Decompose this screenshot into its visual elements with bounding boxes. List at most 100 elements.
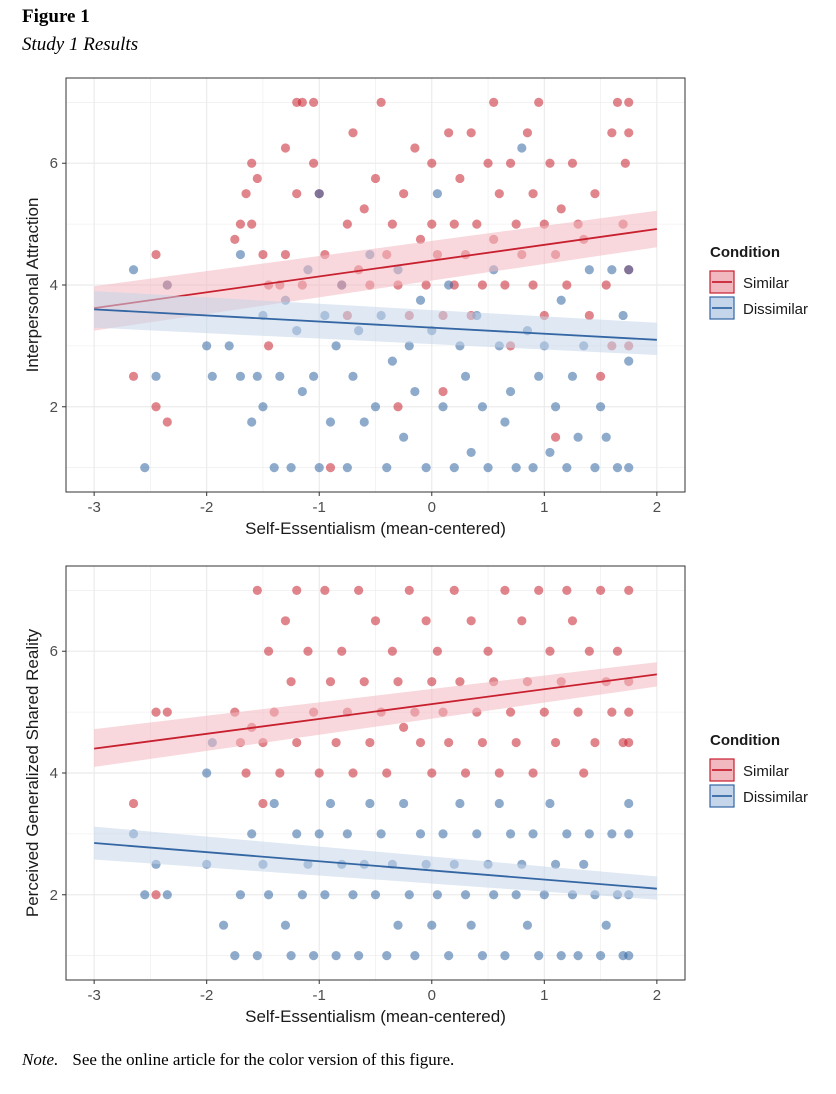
data-point-dissimilar	[235, 890, 246, 900]
data-point-dissimilar	[573, 951, 583, 961]
data-point-similar	[607, 707, 617, 717]
data-point-similar	[612, 646, 623, 656]
data-point-dissimilar	[601, 920, 611, 930]
data-point-dissimilar	[320, 890, 330, 900]
data-point-dissimilar	[162, 890, 172, 900]
data-point-similar	[573, 707, 583, 717]
data-point-dissimilar	[207, 371, 217, 381]
data-point-similar	[584, 646, 594, 656]
data-point-similar	[252, 585, 262, 595]
data-point-dissimilar	[562, 829, 572, 839]
data-point-similar	[590, 737, 600, 748]
data-point-similar	[477, 280, 488, 290]
data-point-dissimilar	[342, 463, 352, 473]
data-point-similar	[280, 143, 291, 153]
data-point-similar	[590, 189, 600, 199]
data-point-dissimilar	[292, 829, 302, 839]
y-tick-label: 4	[50, 765, 58, 782]
data-point-dissimilar	[584, 265, 594, 275]
data-point-similar	[421, 616, 431, 626]
data-point-similar	[466, 128, 476, 138]
data-point-similar	[241, 189, 251, 199]
data-point-similar	[404, 585, 414, 595]
x-tick-label: 0	[428, 987, 436, 1004]
data-point-dissimilar	[314, 829, 324, 839]
data-point-dissimilar	[331, 951, 341, 961]
data-point-dissimilar	[314, 189, 324, 199]
data-point-similar	[292, 189, 302, 199]
data-point-similar	[511, 737, 521, 748]
data-point-similar	[444, 128, 454, 138]
data-point-dissimilar	[624, 798, 634, 809]
data-point-dissimilar	[590, 463, 600, 473]
data-point-dissimilar	[579, 859, 589, 869]
data-point-dissimilar	[359, 417, 369, 427]
data-point-similar	[376, 97, 386, 107]
data-point-dissimilar	[545, 447, 555, 458]
data-point-dissimilar	[618, 310, 628, 321]
data-point-dissimilar	[545, 798, 555, 809]
data-point-similar	[348, 128, 358, 138]
data-point-dissimilar	[252, 951, 262, 961]
data-point-similar	[387, 219, 397, 229]
data-point-dissimilar	[550, 859, 561, 869]
data-point-similar	[292, 585, 302, 595]
data-point-similar	[460, 768, 471, 778]
data-point-similar	[511, 219, 521, 229]
data-point-dissimilar	[567, 371, 578, 381]
data-point-similar	[297, 97, 307, 107]
chart-panel-2: -3 -2 -1 0 1 2 2 4 6 Self-Essentialism (mean-cent…	[23, 565, 808, 1026]
data-point-similar	[595, 585, 606, 595]
data-point-similar	[252, 173, 262, 184]
legend-title: Condition	[710, 244, 780, 261]
data-point-dissimilar	[218, 920, 229, 930]
x-tick-label: 2	[653, 987, 661, 1004]
data-point-similar	[624, 707, 634, 717]
legend-item-similar: Similar	[709, 270, 789, 294]
x-tick-label: -2	[200, 987, 213, 1004]
note-label: Note.	[22, 1050, 59, 1069]
data-point-dissimilar	[235, 371, 246, 381]
figure-caption: Study 1 Results	[22, 34, 139, 55]
data-point-dissimilar	[500, 951, 510, 961]
data-point-similar	[500, 280, 510, 290]
data-point-similar	[354, 585, 364, 595]
fit-line-similar	[94, 673, 657, 750]
fit-line-similar	[94, 228, 657, 310]
data-point-dissimilar	[444, 951, 454, 961]
legend-item-dissimilar: Dissimilar	[709, 784, 808, 808]
legend-item-dissimilar: Dissimilar	[709, 296, 808, 320]
data-point-similar	[528, 768, 538, 778]
data-point-similar	[325, 677, 336, 687]
data-point-similar	[393, 677, 403, 687]
y-tick-label: 2	[50, 887, 58, 904]
data-point-dissimilar	[370, 890, 381, 900]
data-point-dissimilar	[427, 920, 437, 930]
data-point-similar	[595, 371, 606, 381]
data-point-similar	[612, 97, 623, 107]
data-point-similar	[151, 890, 161, 900]
x-tick-label: -2	[200, 499, 213, 516]
note-text: See the online article for the color ver…	[72, 1050, 455, 1069]
data-point-dissimilar	[489, 890, 499, 900]
data-point-similar	[162, 417, 172, 427]
data-point-similar	[359, 204, 369, 214]
data-point-similar	[292, 737, 302, 748]
legend-label: Similar	[743, 275, 789, 292]
data-point-similar	[258, 798, 268, 809]
confidence-band-similar	[94, 662, 657, 767]
x-tick-label: -1	[313, 499, 326, 516]
data-point-similar	[427, 768, 437, 778]
data-point-similar	[556, 204, 566, 214]
data-point-similar	[286, 677, 296, 687]
data-point-dissimilar	[128, 265, 139, 275]
data-point-similar	[517, 616, 527, 626]
data-point-dissimilar	[348, 890, 358, 900]
data-point-similar	[303, 646, 313, 656]
data-point-similar	[455, 677, 465, 687]
data-point-dissimilar	[466, 920, 476, 930]
x-tick-label: 1	[540, 499, 548, 516]
data-point-dissimilar	[505, 829, 516, 839]
data-point-similar	[128, 798, 139, 809]
x-tick-label: 1	[540, 987, 548, 1004]
